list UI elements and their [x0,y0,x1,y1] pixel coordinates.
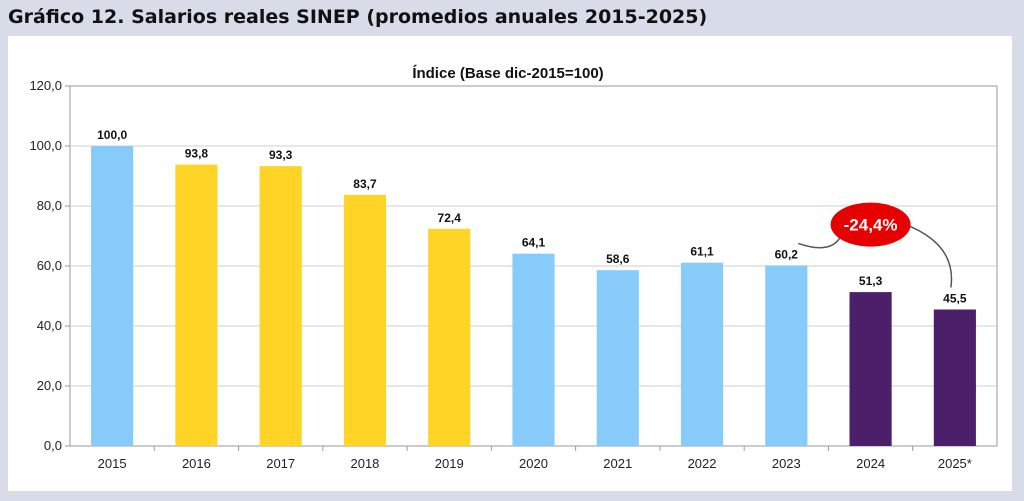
x-tick-label: 2017 [266,456,295,471]
bars [91,146,976,446]
data-label: 93,8 [185,147,209,161]
bar [259,166,302,446]
change-callout: -24,4% [798,202,953,288]
value-labels: 100,0 93,8 93,3 83,7 72,4 64,1 58,6 61,1 60,2 51,… [97,128,967,306]
data-label: 60,2 [775,247,799,261]
x-tick-label: 2018 [350,456,379,471]
chart-title: Índice (Base dic-2015=100) [412,65,603,82]
figure-header: Gráfico 12. Salarios reales SINEP (prome… [0,0,1024,36]
bar [849,292,892,446]
x-tick-label: 2022 [688,456,717,471]
chart-panel: Índice (Base dic-2015=100) 0,0 20,0 40,0 60… [8,36,1012,491]
data-label: 51,3 [859,274,883,288]
bar [680,262,724,446]
x-axis-labels: 2015 2016 2017 2018 2019 2020 2021 2022 2023 2024… [98,456,972,471]
y-tick-label: 100,0 [29,138,62,153]
y-tick-label: 0,0 [44,438,62,453]
y-tick-label: 120,0 [29,78,62,93]
data-label: 45,5 [943,292,967,306]
bar [175,164,218,446]
y-tick-label: 80,0 [37,198,62,213]
x-tick-label: 2020 [519,456,548,471]
data-label: 83,7 [353,177,377,191]
data-label: 64,1 [522,236,546,250]
y-axis-labels: 0,0 20,0 40,0 60,0 80,0 100,0 120,0 [29,78,62,453]
x-tick-label: 2021 [603,456,632,471]
bar [765,265,808,446]
data-label: 72,4 [438,211,462,225]
figure-title: Gráfico 12. Salarios reales SINEP (prome… [8,6,708,28]
y-tick-label: 20,0 [37,378,62,393]
bar [343,194,387,446]
y-tick-label: 60,0 [37,258,62,273]
bar [512,253,555,446]
y-tick-label: 40,0 [37,318,62,333]
data-label: 58,6 [606,252,630,266]
x-tick-label: 2024 [856,456,885,471]
data-label: 61,1 [690,245,714,259]
x-tick-label: 2025* [938,456,972,471]
connector-line-left [798,236,842,249]
bar [428,228,471,446]
x-tick-label: 2023 [772,456,801,471]
callout-text: -24,4% [844,216,898,235]
data-label: 100,0 [97,128,127,142]
x-tick-label: 2015 [98,456,127,471]
data-label: 93,3 [269,148,293,162]
callout-bubble [830,202,911,247]
x-tick-label: 2016 [182,456,211,471]
bar [933,309,976,446]
bar [596,270,639,446]
connector-line-right [905,223,953,288]
x-tick-label: 2019 [435,456,464,471]
bar [91,146,134,446]
bar-chart: Índice (Base dic-2015=100) 0,0 20,0 40,0 60… [29,65,998,471]
